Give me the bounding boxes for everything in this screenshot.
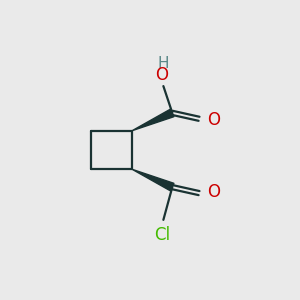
Text: O: O [207,111,220,129]
Text: O: O [207,183,220,201]
Polygon shape [132,109,174,131]
Text: O: O [155,66,168,84]
Polygon shape [132,169,174,191]
Text: H: H [158,56,169,71]
Text: Cl: Cl [154,226,170,244]
